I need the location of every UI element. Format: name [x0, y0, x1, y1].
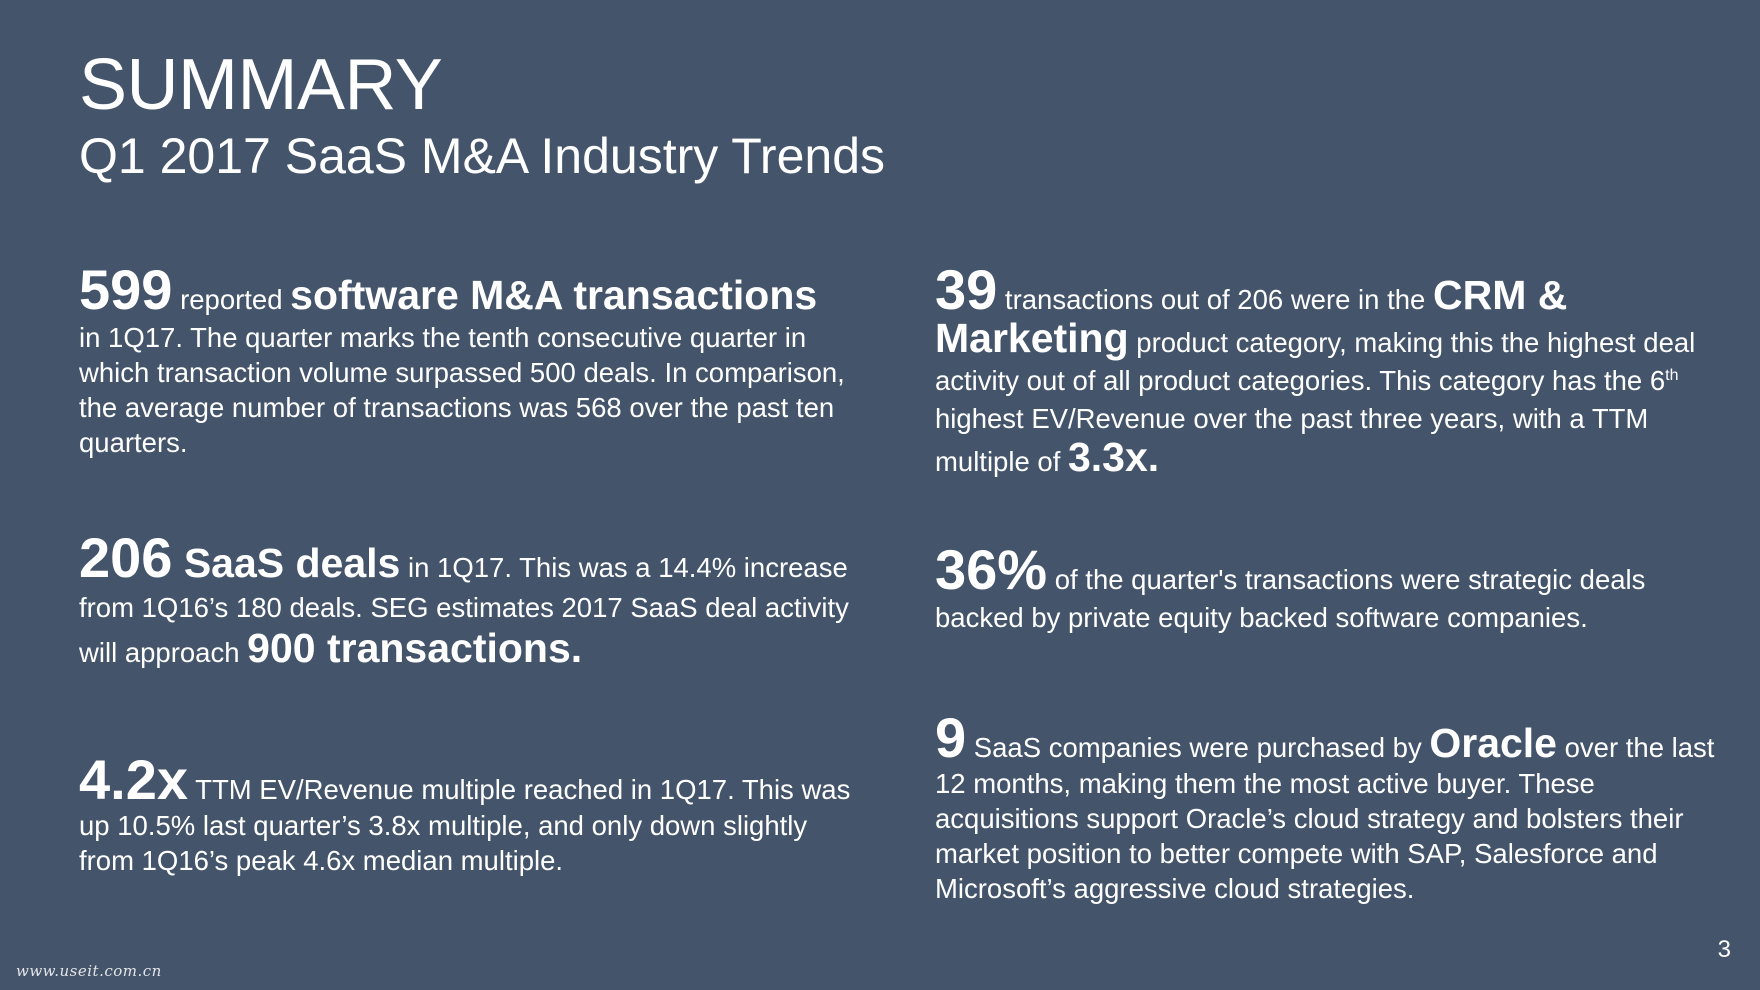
- stat-number-9: 9: [935, 706, 967, 769]
- stat-body: of the quarter's transactions were strat…: [935, 564, 1646, 633]
- stat-body-2: highest EV/Revenue over the past three y…: [935, 403, 1649, 477]
- stat-block-oracle: 9 SaaS companies were purchased by Oracl…: [935, 710, 1725, 906]
- stat-emphasis: SaaS deals: [172, 540, 401, 586]
- stat-end: .: [1147, 434, 1160, 480]
- stat-block-transactions: 599 reported software M&A transactions i…: [79, 262, 869, 460]
- stat-text: reported: [172, 284, 291, 315]
- stat-emphasis-2: 900 transactions: [247, 625, 571, 671]
- stat-body: TTM EV/Revenue multiple reached in 1Q17.…: [79, 774, 851, 876]
- stat-block-crm: 39 transactions out of 206 were in the C…: [935, 262, 1725, 481]
- stat-body: product category, making this the highes…: [935, 327, 1696, 396]
- stat-number-206: 206: [79, 526, 173, 589]
- stat-body: over the last 12 months, making them the…: [935, 732, 1715, 904]
- stat-body: in 1Q17. This was a 14.4% increase from …: [79, 552, 849, 668]
- superscript: th: [1665, 366, 1679, 384]
- stat-emphasis: CRM & Marketing: [935, 272, 1568, 361]
- stat-number-36-percent: 36%: [935, 538, 1048, 601]
- stat-number-599: 599: [79, 258, 173, 321]
- stat-emphasis: software M&A transactions: [290, 272, 818, 318]
- watermark: www.useit.com.cn: [16, 962, 162, 980]
- stat-block-multiple: 4.2x TTM EV/Revenue multiple reached in …: [79, 752, 869, 878]
- stat-text: SaaS companies were purchased by: [966, 732, 1430, 763]
- stat-text: transactions out of 206 were in the: [997, 284, 1433, 315]
- stat-emphasis-2: 3.3x: [1067, 434, 1148, 480]
- stat-emphasis: Oracle: [1429, 720, 1557, 766]
- stat-block-saas-deals: 206 SaaS deals in 1Q17. This was a 14.4%…: [79, 530, 869, 673]
- stat-number-4-2x: 4.2x: [79, 748, 188, 811]
- slide-subtitle: Q1 2017 SaaS M&A Industry Trends: [79, 128, 886, 184]
- stat-number-39: 39: [935, 258, 998, 321]
- stat-body: in 1Q17. The quarter marks the tenth con…: [79, 322, 845, 458]
- stat-block-strategic: 36% of the quarter's transactions were s…: [935, 542, 1725, 637]
- page-number: 3: [1717, 936, 1731, 963]
- slide-title: SUMMARY: [79, 45, 443, 125]
- stat-end: .: [570, 625, 583, 671]
